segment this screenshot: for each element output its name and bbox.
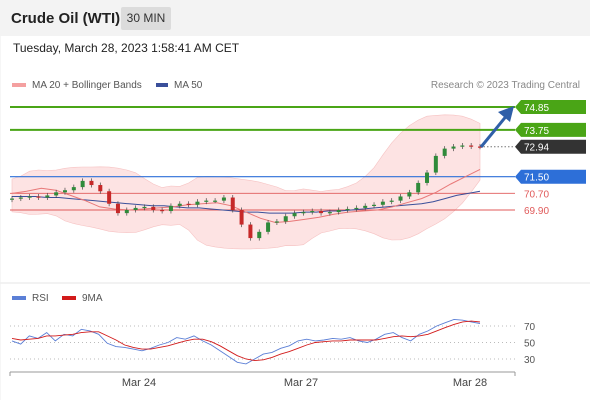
timestamp: Tuesday, March 28, 2023 1:58:41 AM CET [13,41,240,55]
candle-body [195,201,200,205]
level-label-resistance: 74.85 [524,103,549,114]
x-axis-label: Mar 27 [284,377,318,389]
legend-ma50: MA 50 [156,80,202,91]
rsi-ma-swatch [62,296,76,301]
level-label-support: 69.90 [524,206,549,217]
candle-body [310,211,315,213]
candle-body [372,204,377,206]
rsi-line [11,318,481,365]
candle-body [177,203,182,206]
candle-body [71,187,76,191]
rsi-swatch [12,296,26,301]
candle-body [142,206,147,209]
legend-9ma-label: 9MA [82,293,103,304]
legend-bollinger-label: MA 20 + Bollinger Bands [32,80,142,91]
candle-body [133,207,138,210]
candle-body [36,196,41,198]
bollinger-swatch [12,83,26,88]
candle-body [115,203,120,214]
candle-body [478,146,482,148]
legend-bollinger: MA 20 + Bollinger Bands [12,80,142,91]
candle-body [151,206,156,210]
level-tag-pivot [515,169,586,184]
candle-body [336,210,341,213]
rsi-tick-label: 30 [524,355,536,366]
candle-body [62,190,67,193]
candle-body [442,148,447,156]
rsi-tick-label: 50 [524,339,536,350]
candle-body [257,231,262,239]
candle-body [213,200,218,202]
candle-body [168,205,173,212]
x-axis-label: Mar 28 [453,377,487,389]
candle-body [230,197,235,210]
interval-button[interactable]: 30 MIN [121,7,171,30]
candle-body [469,145,474,147]
legend-9ma: 9MA [62,293,103,304]
candle-body [274,221,279,223]
candle-body [354,207,359,210]
bollinger-band [11,114,481,250]
candle-body [416,182,421,193]
candle-body [345,208,350,211]
candle-body [27,196,32,198]
candle-body [319,211,324,214]
candle-body [433,155,438,173]
ma20-line [11,168,481,224]
candle-body [18,197,23,199]
candle-body [266,222,271,232]
level-tag-resistance [515,122,586,137]
candle-body [160,210,165,212]
candle-body [124,210,129,214]
instrument-title: Crude Oil (WTI) [11,10,121,27]
candle-body [327,212,332,214]
candle-body [89,180,94,186]
level-label-support: 70.70 [524,189,549,200]
candle-body [10,198,14,200]
forecast-arrow-head [498,106,514,122]
legend-ma50-label: MA 50 [174,80,203,91]
chart-header: Crude Oil (WTI) 30 MIN [0,0,590,36]
candle-body [248,224,253,239]
candle-body [80,180,85,188]
candle-body [204,200,209,202]
legend-rsi: RSI [12,293,49,304]
level-tag-resistance [515,100,586,114]
level-label-resistance: 73.75 [524,126,549,137]
level-tag-current [515,139,586,154]
rsi-ma-line [11,320,481,362]
candle-body [186,203,191,205]
candle-body [389,200,394,202]
candle-body [54,192,59,196]
candle-body [221,197,226,201]
level-label-current: 72.94 [524,143,549,154]
ma50-swatch [156,83,168,88]
candle-body [460,145,465,147]
candle-body [363,205,368,208]
candle-body [380,201,385,205]
candle-body [292,213,297,217]
candle-body [425,172,430,183]
candle-body [107,191,112,204]
level-label-pivot: 71.50 [524,173,549,184]
candle-body [398,196,403,201]
x-axis-label: Mar 24 [122,377,156,389]
legend-rsi-label: RSI [32,293,49,304]
rsi-tick-label: 70 [524,322,536,333]
forecast-arrow [479,113,510,148]
candle-body [98,185,103,192]
candle-body [283,216,288,222]
candle-body [301,212,306,214]
credit-text: Research © 2023 Trading Central [430,80,580,91]
candle-body [239,210,244,225]
candle-body [451,146,456,149]
candle-body [407,192,412,197]
candle-body [45,195,50,198]
